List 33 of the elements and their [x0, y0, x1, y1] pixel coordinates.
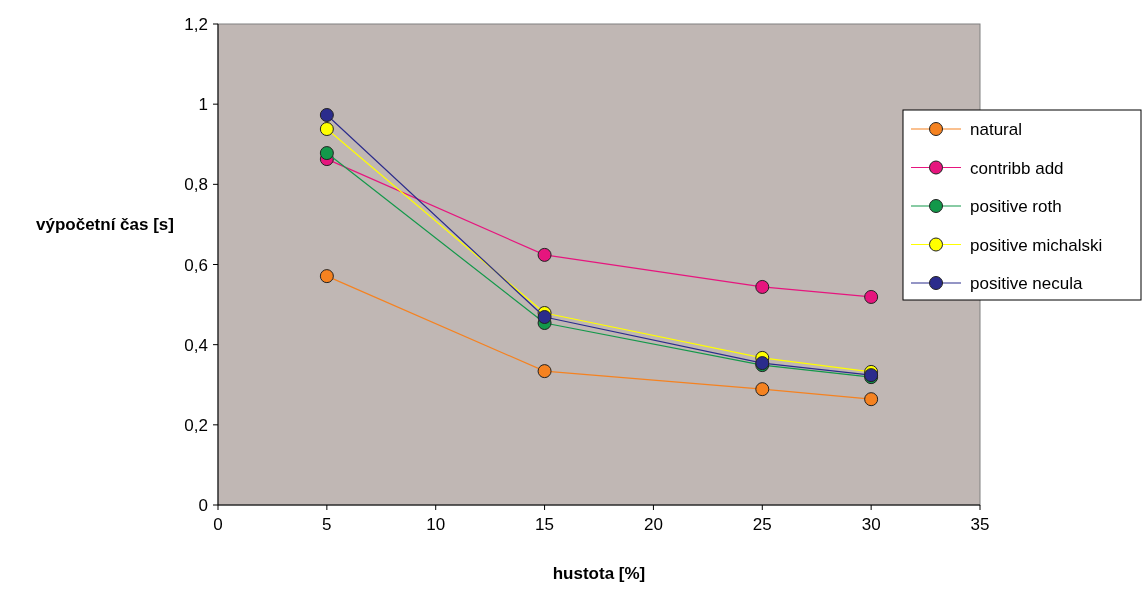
point [864, 289, 879, 304]
x-tick-label: 30 [861, 515, 881, 534]
y-tick-label: 1,2 [184, 15, 208, 34]
y-tick-label: 0,4 [184, 335, 208, 355]
legend-label: contribb add [970, 158, 1064, 178]
x-tick-label: 0 [213, 515, 223, 534]
x-axis-title: hustota [%] [552, 564, 646, 583]
point [319, 269, 334, 284]
legend-label: positive roth [970, 197, 1062, 216]
x-tick-label: 5 [322, 515, 332, 534]
x-tick-label: 10 [426, 515, 446, 534]
y-axis-title: výpočetní čas [s] [36, 214, 174, 234]
x-tick-label: 25 [752, 515, 772, 534]
legend-label: natural [970, 120, 1022, 139]
point [755, 382, 770, 397]
y-tick-label: 0,6 [184, 255, 208, 275]
point [319, 122, 334, 137]
point [319, 146, 334, 161]
point [864, 392, 879, 407]
legend-label: positive michalski [970, 235, 1103, 255]
x-tick-label: 20 [643, 515, 663, 534]
y-tick-label: 0,2 [184, 415, 208, 435]
point [537, 364, 552, 379]
legend-label: positive necula [970, 274, 1083, 293]
y-tick-label: 0 [198, 496, 208, 515]
point [319, 107, 334, 122]
point [537, 247, 552, 262]
x-tick-label: 15 [535, 515, 555, 534]
x-tick-label: 35 [970, 515, 990, 534]
y-tick-label: 1 [198, 95, 208, 115]
y-tick-label: 0,8 [184, 175, 208, 195]
point [755, 279, 770, 294]
point [537, 310, 552, 325]
